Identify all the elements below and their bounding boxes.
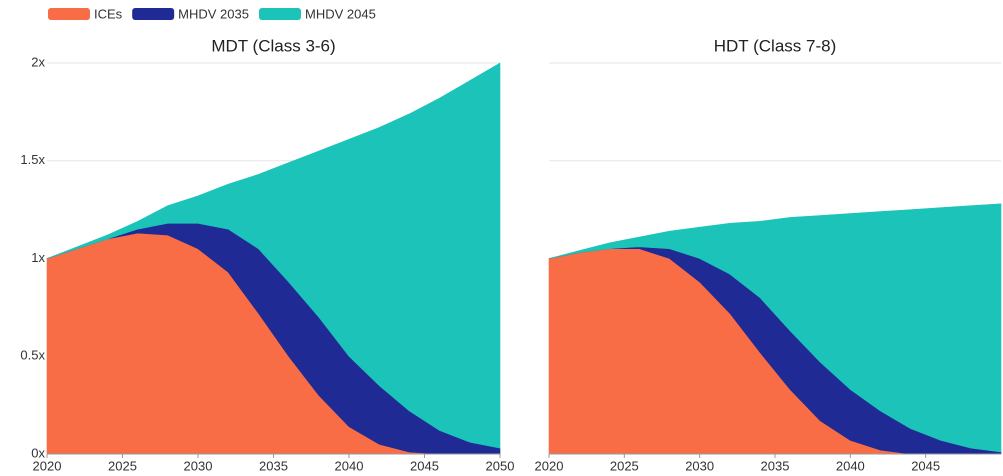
- x-tick-label: 2050: [486, 458, 515, 473]
- x-tick-label: 2045: [911, 458, 940, 473]
- y-tick-label: 0.5x: [20, 348, 45, 363]
- legend-label: MHDV 2035: [178, 6, 249, 21]
- x-tick-label: 2045: [410, 458, 439, 473]
- x-tick-label: 2030: [685, 458, 714, 473]
- x-tick-label: 2025: [610, 458, 639, 473]
- x-tick-label: 2020: [535, 458, 564, 473]
- legend-swatch: [258, 8, 301, 20]
- y-tick-label: 2x: [31, 54, 45, 69]
- x-tick-label: 2020: [33, 458, 62, 473]
- y-tick-label: 1x: [31, 250, 45, 265]
- legend-swatch: [48, 8, 90, 20]
- chart-title: MDT (Class 3-6): [211, 36, 335, 55]
- x-tick-label: 2030: [184, 458, 213, 473]
- x-tick-label: 2025: [108, 458, 137, 473]
- x-tick-label: 2035: [259, 458, 288, 473]
- area: [46, 62, 501, 449]
- x-tick-label: 2040: [836, 458, 865, 473]
- area: [548, 203, 1002, 453]
- y-tick-label: 0x: [31, 445, 45, 460]
- legend-label: MHDV 2045: [305, 6, 376, 21]
- legend-label: ICEs: [94, 6, 123, 21]
- y-tick-label: 1.5x: [20, 152, 45, 167]
- x-tick-label: 2035: [761, 458, 790, 473]
- legend-swatch: [132, 8, 175, 20]
- chart-title: HDT (Class 7-8): [714, 36, 836, 55]
- x-tick-label: 2040: [335, 458, 364, 473]
